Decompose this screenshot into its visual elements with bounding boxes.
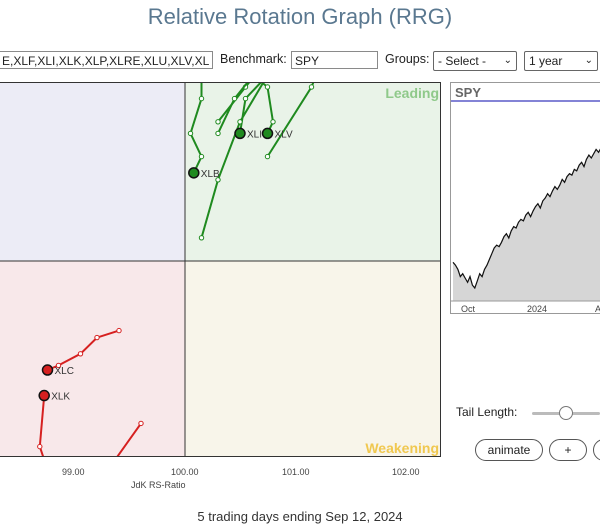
- tail-length-label: Tail Length:: [456, 405, 518, 419]
- step-forward-button[interactable]: +: [549, 439, 587, 461]
- tail-line-xlk: [38, 395, 142, 456]
- tail-line-xlb: [189, 83, 203, 174]
- tail-point: [94, 334, 100, 341]
- slider-thumb[interactable]: [559, 406, 573, 420]
- tail-xli: XLI: [198, 83, 265, 241]
- tail-point: [264, 84, 271, 90]
- tail-length-control: Tail Length:: [456, 405, 517, 419]
- tail-point: [215, 130, 221, 137]
- spy-price-line: [452, 148, 600, 290]
- groups-select[interactable]: - Select - ⌄: [433, 51, 517, 71]
- series-label-xlc: XLC: [55, 366, 74, 377]
- tail-xlc: XLC: [41, 327, 122, 377]
- tail-point: [270, 119, 276, 125]
- tail-xlu: XLU: [215, 83, 250, 125]
- spy-area: [453, 149, 600, 301]
- x-tick-label: 101.00: [282, 467, 310, 477]
- x-tick-label: 99.00: [62, 467, 85, 477]
- tail-xlv: XLV: [215, 83, 293, 140]
- rrg-plot: Leading Weakening XLYXLREXLUXLPXLFXLIXLV…: [0, 82, 441, 457]
- series-label-xlv: XLV: [275, 129, 293, 140]
- tail-length-slider[interactable]: [532, 406, 600, 420]
- step-back-button[interactable]: [593, 439, 600, 461]
- rrg-chart-svg: Leading Weakening XLYXLREXLUXLPXLFXLIXLV…: [0, 83, 440, 456]
- page-title: Relative Rotation Graph (RRG): [147, 4, 453, 29]
- tail-point: [37, 443, 43, 450]
- benchmark-label: Benchmark:: [220, 52, 287, 66]
- tail-head-xlv: [261, 127, 274, 140]
- tail-line-xli: [200, 83, 265, 239]
- quadrant-improving: [0, 83, 185, 261]
- tail-point: [237, 119, 243, 125]
- chevron-down-icon: ⌄: [584, 55, 593, 66]
- groups-select-value: - Select -: [438, 54, 487, 68]
- benchmark-input[interactable]: SPY: [291, 51, 378, 69]
- tail-point: [231, 95, 238, 102]
- x-tick-label: 102.00: [392, 467, 420, 477]
- tail-line-xlp: [266, 83, 315, 158]
- tail-line-xlv: [217, 83, 275, 134]
- series-label-xlb: XLB: [201, 169, 220, 180]
- benchmark-chart: SPY Oct 2024 A: [450, 82, 600, 314]
- spy-x-tick: A: [595, 304, 600, 314]
- quadrant-label-leading: Leading: [385, 85, 439, 101]
- tail-point: [198, 153, 205, 160]
- tail-point: [187, 130, 194, 137]
- tail-point: [308, 84, 315, 90]
- tail-point: [138, 420, 144, 427]
- tail-head-xlb: [188, 167, 200, 179]
- series-label-xlk: XLK: [51, 392, 70, 403]
- spy-x-tick: Oct: [461, 304, 476, 314]
- tail-xlk: XLK: [37, 389, 144, 456]
- period-select-value: 1 year: [529, 54, 563, 68]
- spy-x-tick: 2024: [527, 304, 547, 314]
- quadrant-label-weakening: Weakening: [365, 440, 439, 456]
- tail-point: [242, 95, 249, 102]
- toolbar: E,XLF,XLI,XLK,XLP,XLRE,XLU,XLV,XL Benchm…: [0, 48, 600, 74]
- tail-point: [198, 95, 205, 102]
- tail-point: [264, 153, 271, 160]
- spy-chart-label: SPY: [455, 85, 481, 100]
- tail-head-xlk: [38, 389, 50, 402]
- tail-point: [215, 177, 221, 183]
- tail-xlb: XLB: [187, 83, 220, 180]
- chevron-down-icon: ⌄: [503, 55, 512, 66]
- footer-date-range: 5 trading days ending Sep 12, 2024: [197, 509, 403, 524]
- tail-line-xlu: [217, 83, 250, 123]
- x-axis-title: JdK RS-Ratio: [131, 480, 186, 490]
- tail-point: [215, 119, 221, 125]
- tail-head-xli: [234, 127, 246, 140]
- tail-point: [77, 351, 84, 357]
- x-tick-label: 100.00: [171, 467, 199, 477]
- tail-xlp: XLP: [264, 83, 315, 160]
- quadrant-lagging: [0, 261, 185, 456]
- tail-head-xlc: [41, 364, 54, 376]
- quadrant-weakening: [185, 261, 440, 456]
- animate-button[interactable]: animate: [475, 439, 543, 461]
- tail-point: [116, 327, 122, 334]
- tail-point: [198, 235, 205, 241]
- period-select[interactable]: 1 year ⌄: [524, 51, 598, 71]
- spy-chart-svg: SPY Oct 2024 A: [451, 85, 600, 314]
- series-label-xli: XLI: [247, 129, 262, 140]
- tail-point: [55, 362, 62, 369]
- groups-label: Groups:: [385, 52, 430, 66]
- symbols-input[interactable]: E,XLF,XLI,XLK,XLP,XLRE,XLU,XLV,XL: [0, 51, 213, 69]
